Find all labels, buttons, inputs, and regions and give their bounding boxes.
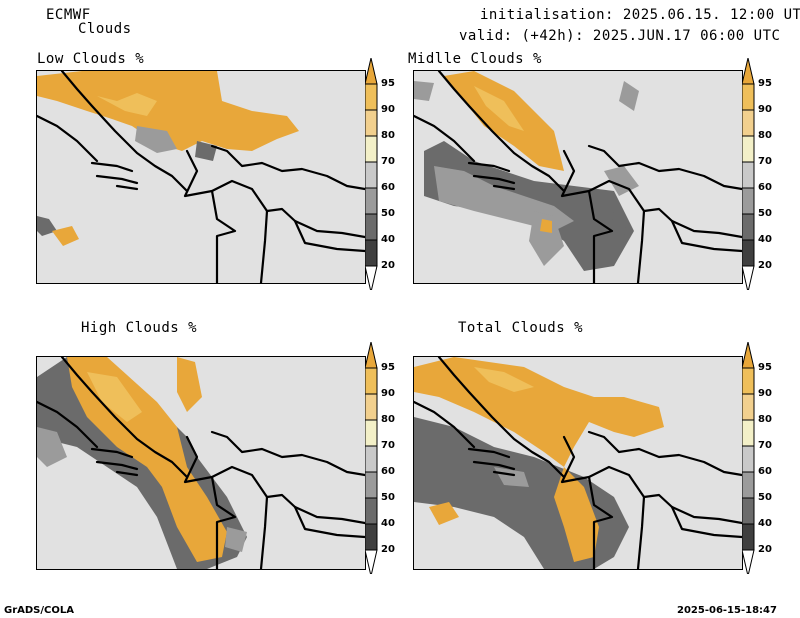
colorbar-segment	[742, 239, 755, 267]
colorbar-label: 70	[758, 156, 772, 167]
map-low-clouds	[36, 70, 366, 284]
low-clouds-borders	[37, 71, 365, 283]
total-clouds-field	[414, 357, 664, 569]
colorbar-high: 95 90 80 70 60 50 40 20	[365, 342, 395, 574]
colorbar-segment	[742, 135, 755, 163]
map-total-clouds	[413, 356, 743, 570]
colorbar-label: 50	[758, 208, 772, 219]
colorbar-segment	[742, 393, 755, 421]
colorbar-arrow-bottom	[365, 265, 378, 290]
low-clouds-field	[37, 71, 299, 246]
colorbar-label: 90	[381, 388, 395, 399]
product-label: Clouds	[78, 21, 132, 37]
colorbar-segment	[365, 445, 378, 473]
map-middle-clouds	[413, 70, 743, 284]
colorbar-middle: 95 90 80 70 60 50 40 20	[742, 58, 772, 290]
colorbar-arrow-bottom	[742, 549, 755, 574]
colorbar-segment	[742, 83, 755, 111]
colorbar-label: 95	[381, 78, 395, 89]
panel-title-high: High Clouds %	[81, 320, 198, 336]
colorbar-label: 60	[758, 182, 772, 193]
colorbar-label: 20	[381, 544, 395, 555]
colorbar-label: 80	[381, 130, 395, 141]
colorbar-arrow-bottom	[742, 265, 755, 290]
colorbar-low: 95 90 80 70 60 50 40 20	[365, 58, 395, 290]
colorbar-segment	[742, 367, 755, 395]
colorbar-segment	[742, 497, 755, 525]
colorbar-label: 70	[381, 440, 395, 451]
colorbar-arrow-top	[742, 342, 755, 369]
high-clouds-borders	[37, 357, 365, 569]
colorbar-label: 90	[758, 388, 772, 399]
colorbar-label: 50	[381, 208, 395, 219]
panel-title-low: Low Clouds %	[37, 51, 145, 67]
colorbar-segment	[365, 187, 378, 215]
colorbar-segment	[365, 523, 378, 551]
colorbar-label: 95	[381, 362, 395, 373]
colorbar-label: 95	[758, 78, 772, 89]
colorbar-swatches	[742, 58, 755, 290]
panel-title-middle: Midlle Clouds %	[408, 51, 542, 67]
colorbar-label: 40	[758, 234, 772, 245]
colorbar-segment	[742, 161, 755, 189]
colorbar-segment	[365, 161, 378, 189]
colorbar-total: 95 90 80 70 60 50 40 20	[742, 342, 772, 574]
model-label: ECMWF	[46, 7, 91, 23]
colorbar-label: 80	[758, 414, 772, 425]
colorbar-segment	[742, 419, 755, 447]
colorbar-label: 20	[758, 260, 772, 271]
colorbar-label: 60	[381, 182, 395, 193]
colorbar-label: 40	[758, 518, 772, 529]
colorbar-arrow-top	[365, 58, 378, 85]
colorbar-label: 20	[758, 544, 772, 555]
colorbar-segment	[742, 109, 755, 137]
panel-title-total: Total Clouds %	[458, 320, 584, 336]
colorbar-label: 60	[381, 466, 395, 477]
colorbar-segment	[365, 109, 378, 137]
colorbar-segment	[742, 187, 755, 215]
colorbar-label: 60	[758, 466, 772, 477]
colorbar-segment	[742, 523, 755, 551]
colorbar-label: 40	[381, 234, 395, 245]
colorbar-segment	[365, 135, 378, 163]
init-time: initialisation: 2025.06.15. 12:00 UTC	[480, 7, 800, 23]
colorbar-label: 90	[758, 104, 772, 115]
colorbar-arrow-bottom	[365, 549, 378, 574]
middle-clouds-borders	[414, 71, 742, 283]
colorbar-label: 20	[381, 260, 395, 271]
colorbar-label: 50	[381, 492, 395, 503]
colorbar-segment	[742, 471, 755, 499]
colorbar-swatches	[742, 342, 755, 574]
colorbar-label: 80	[758, 130, 772, 141]
footer-timestamp: 2025-06-15-18:47	[677, 605, 777, 616]
colorbar-segment	[365, 419, 378, 447]
colorbar-segment	[365, 393, 378, 421]
colorbar-segment	[365, 239, 378, 267]
colorbar-swatches	[365, 342, 378, 574]
footer-credit: GrADS/COLA	[4, 605, 74, 616]
colorbar-swatches	[365, 58, 378, 290]
colorbar-label: 50	[758, 492, 772, 503]
colorbar-segment	[365, 497, 378, 525]
colorbar-arrow-top	[742, 58, 755, 85]
colorbar-label: 80	[381, 414, 395, 425]
middle-clouds-field	[414, 71, 639, 271]
colorbar-label: 95	[758, 362, 772, 373]
colorbar-label: 70	[758, 440, 772, 451]
colorbar-segment	[365, 471, 378, 499]
colorbar-segment	[365, 367, 378, 395]
colorbar-label: 90	[381, 104, 395, 115]
map-high-clouds	[36, 356, 366, 570]
colorbar-segment	[365, 83, 378, 111]
colorbar-label: 40	[381, 518, 395, 529]
colorbar-label: 70	[381, 156, 395, 167]
colorbar-segment	[365, 213, 378, 241]
colorbar-arrow-top	[365, 342, 378, 369]
total-clouds-borders	[414, 357, 742, 569]
valid-time: valid: (+42h): 2025.JUN.17 06:00 UTC	[459, 28, 781, 44]
colorbar-segment	[742, 445, 755, 473]
colorbar-segment	[742, 213, 755, 241]
